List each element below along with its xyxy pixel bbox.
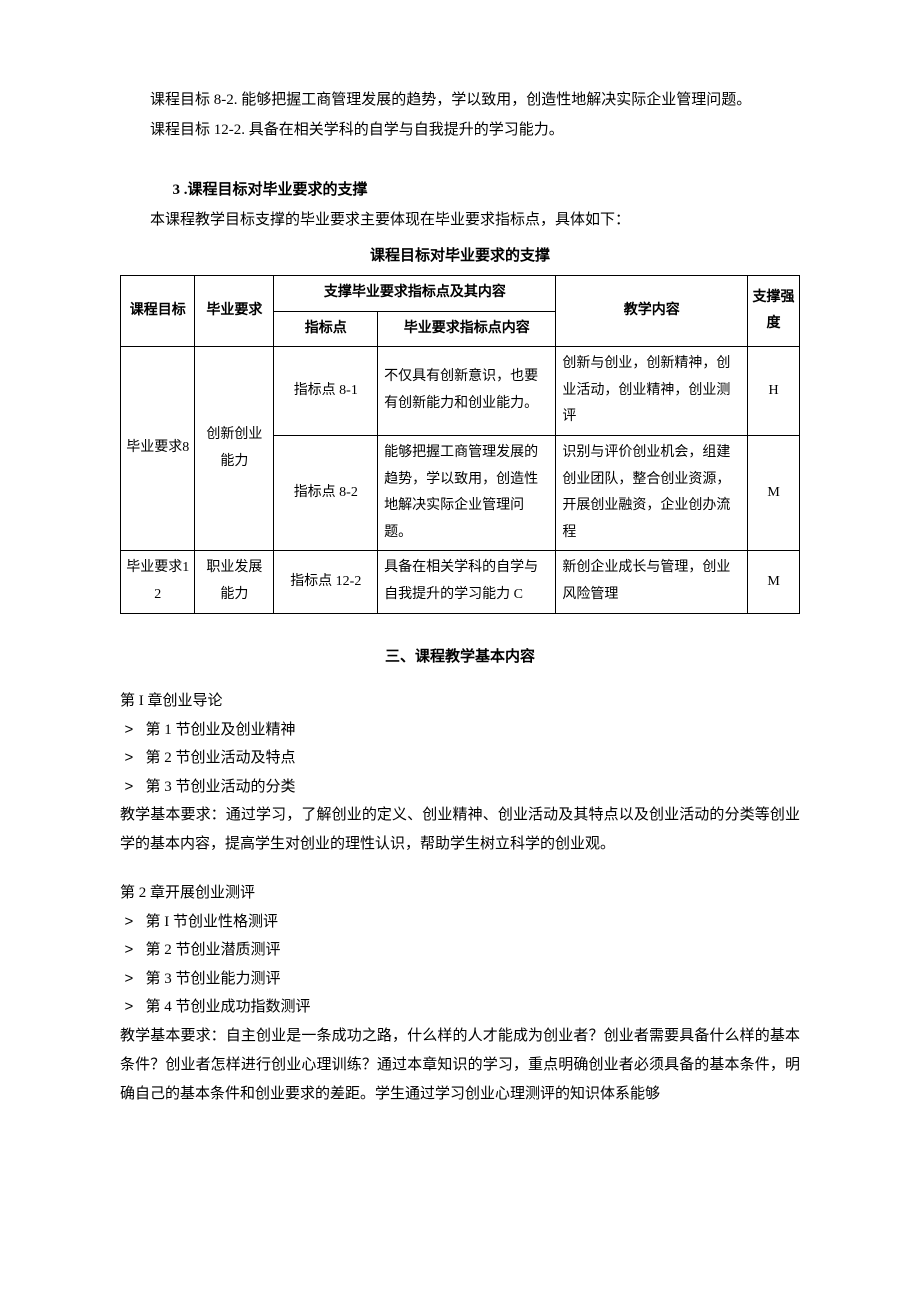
cell-goal-12: 毕业要求12 <box>121 551 195 613</box>
section-3-heading: 3 .课程目标对毕业要求的支撑 <box>173 175 801 205</box>
th-point-content: 毕业要求指标点内容 <box>378 311 556 347</box>
objective-8-2: 课程目标 8-2. 能够把握工商管理发展的趋势，学以致用，创造性地解决实际企业管… <box>120 85 800 115</box>
list-item: >第 2 节创业活动及特点 <box>120 744 800 773</box>
bullet-icon: > <box>125 965 146 994</box>
list-item-text: 第 4 节创业成功指数测评 <box>146 993 801 1022</box>
bullet-icon: > <box>125 744 146 773</box>
list-item-text: 第 I 节创业性格测评 <box>146 908 801 937</box>
cell-point-12-2: 指标点 12-2 <box>274 551 378 613</box>
th-strength: 支撑强度 <box>748 276 800 347</box>
list-item: >第 3 节创业活动的分类 <box>120 773 800 802</box>
chapter-1-title: 第 I 章创业导论 <box>120 686 800 716</box>
list-item-text: 第 2 节创业活动及特点 <box>146 744 801 773</box>
list-item: >第 1 节创业及创业精神 <box>120 716 800 745</box>
chapter-1-list: >第 1 节创业及创业精神>第 2 节创业活动及特点>第 3 节创业活动的分类 <box>120 716 800 802</box>
list-item-text: 第 2 节创业潜质测评 <box>146 936 801 965</box>
cell-content-12-2: 具备在相关学科的自学与自我提升的学习能力 C <box>378 551 556 613</box>
list-item-text: 第 1 节创业及创业精神 <box>146 716 801 745</box>
objective-12-2-text: 具备在相关学科的自学与自我提升的学习能力。 <box>249 122 564 138</box>
th-teach: 教学内容 <box>556 276 748 347</box>
chapter-2-title: 第 2 章开展创业测评 <box>120 878 800 908</box>
objective-8-2-text: 能够把握工商管理发展的趋势，学以致用，创造性地解决实际企业管理问题。 <box>241 92 751 108</box>
objective-12-2: 课程目标 12-2. 具备在相关学科的自学与自我提升的学习能力。 <box>120 115 800 145</box>
th-support: 支撑毕业要求指标点及其内容 <box>274 276 556 312</box>
section-3-intro: 本课程教学目标支撑的毕业要求主要体现在毕业要求指标点，具体如下： <box>120 205 800 235</box>
objective-8-2-label: 课程目标 8-2. <box>150 92 238 108</box>
cell-teach-8-2: 识别与评价创业机会，组建创业团队，整合创业资源，开展创业融资，企业创办流程 <box>556 435 748 550</box>
cell-goal-8: 毕业要求8 <box>121 347 195 551</box>
th-req: 毕业要求 <box>195 276 274 347</box>
page: 课程目标 8-2. 能够把握工商管理发展的趋势，学以致用，创造性地解决实际企业管… <box>0 0 920 1301</box>
bullet-icon: > <box>125 908 146 937</box>
table-header-row-1: 课程目标 毕业要求 支撑毕业要求指标点及其内容 教学内容 支撑强度 <box>121 276 800 312</box>
cell-content-8-2: 能够把握工商管理发展的趋势，学以致用，创造性地解决实际企业管理问题。 <box>378 435 556 550</box>
list-item: >第 3 节创业能力测评 <box>120 965 800 994</box>
th-point: 指标点 <box>274 311 378 347</box>
objective-12-2-label: 课程目标 12-2. <box>150 122 245 138</box>
chapter-2-requirement: 教学基本要求：自主创业是一条成功之路，什么样的人才能成为创业者？创业者需要具备什… <box>120 1022 800 1110</box>
cell-point-8-2: 指标点 8-2 <box>274 435 378 550</box>
list-item: >第 I 节创业性格测评 <box>120 908 800 937</box>
part-3-heading: 三、课程教学基本内容 <box>120 642 800 672</box>
table-row: 毕业要求12 职业发展能力 指标点 12-2 具备在相关学科的自学与自我提升的学… <box>121 551 800 613</box>
cell-strength-8-1: H <box>748 347 800 436</box>
table-row: 毕业要求8 创新创业能力 指标点 8-1 不仅具有创新意识，也要有创新能力和创业… <box>121 347 800 436</box>
cell-point-8-1: 指标点 8-1 <box>274 347 378 436</box>
support-table: 课程目标 毕业要求 支撑毕业要求指标点及其内容 教学内容 支撑强度 指标点 毕业… <box>120 275 800 614</box>
cell-req-8: 创新创业能力 <box>195 347 274 551</box>
list-item: >第 4 节创业成功指数测评 <box>120 993 800 1022</box>
bullet-icon: > <box>125 993 146 1022</box>
cell-req-12: 职业发展能力 <box>195 551 274 613</box>
th-goal: 课程目标 <box>121 276 195 347</box>
cell-strength-8-2: M <box>748 435 800 550</box>
chapter-1-requirement: 教学基本要求：通过学习，了解创业的定义、创业精神、创业活动及其特点以及创业活动的… <box>120 801 800 860</box>
list-item-text: 第 3 节创业能力测评 <box>146 965 801 994</box>
bullet-icon: > <box>125 936 146 965</box>
bullet-icon: > <box>125 773 146 802</box>
list-item: >第 2 节创业潜质测评 <box>120 936 800 965</box>
cell-teach-12-2: 新创企业成长与管理，创业风险管理 <box>556 551 748 613</box>
list-item-text: 第 3 节创业活动的分类 <box>146 773 801 802</box>
cell-teach-8-1: 创新与创业，创新精神，创业活动，创业精神，创业测评 <box>556 347 748 436</box>
chapter-2-list: >第 I 节创业性格测评>第 2 节创业潜质测评>第 3 节创业能力测评>第 4… <box>120 908 800 1022</box>
cell-strength-12-2: M <box>748 551 800 613</box>
bullet-icon: > <box>125 716 146 745</box>
table-caption: 课程目标对毕业要求的支撑 <box>120 241 800 271</box>
cell-content-8-1: 不仅具有创新意识，也要有创新能力和创业能力。 <box>378 347 556 436</box>
